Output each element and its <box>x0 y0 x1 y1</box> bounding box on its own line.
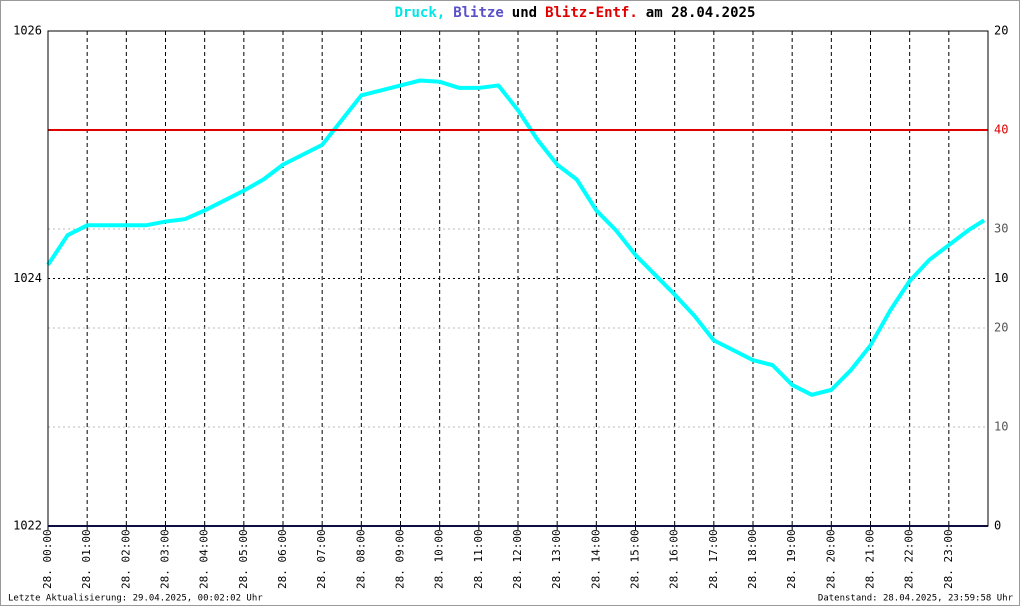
x-tick-label: 28. 00:00 <box>41 529 54 589</box>
x-tick-label: 28. 22:00 <box>903 529 916 589</box>
x-tick-label: 28. 07:00 <box>315 529 328 589</box>
y2-tick-label: 10 <box>994 271 1008 285</box>
y3-tick-label: 40 <box>994 123 1008 137</box>
x-tick-label: 28. 05:00 <box>237 529 250 589</box>
x-tick-label: 28. 08:00 <box>354 529 367 589</box>
x-tick-label: 28. 16:00 <box>668 529 681 589</box>
x-tick-label: 28. 20:00 <box>824 529 837 589</box>
x-tick-label: 28. 02:00 <box>119 529 132 589</box>
x-tick-label: 28. 09:00 <box>394 529 407 589</box>
y-tick-label: 1026 <box>13 24 42 38</box>
plot-border <box>47 30 989 527</box>
footer-right: Datenstand: 28.04.2025, 23:59:58 Uhr <box>818 594 1014 604</box>
x-tick-label: 28. 04:00 <box>198 529 211 589</box>
x-tick-label: 28. 01:00 <box>80 529 93 589</box>
x-tick-label: 28. 17:00 <box>707 529 720 589</box>
x-tick-label: 28. 11:00 <box>472 529 485 589</box>
y3-tick-label: 30 <box>994 222 1008 236</box>
x-tick-label: 28. 19:00 <box>785 529 798 589</box>
title-part: Blitz-Entf. <box>545 5 638 21</box>
y3-tick-label: 20 <box>994 321 1008 335</box>
chart-title: Druck, Blitze und Blitz-Entf. am 28.04.2025 <box>395 5 756 21</box>
x-tick-label: 28. 13:00 <box>550 529 563 589</box>
x-tick-label: 28. 12:00 <box>511 529 524 589</box>
y2-tick-label: 20 <box>994 24 1008 38</box>
footer-left: Letzte Aktualisierung: 29.04.2025, 00:02… <box>8 594 263 604</box>
x-tick-label: 28. 14:00 <box>589 529 602 589</box>
x-tick-label: 28. 10:00 <box>433 529 446 589</box>
y2-tick-label: 0 <box>994 519 1001 533</box>
title-part: Blitze <box>453 5 504 21</box>
x-tick-label: 28. 23:00 <box>942 529 955 589</box>
title-part: Druck, <box>395 5 446 21</box>
title-part: am 28.04.2025 <box>646 5 756 21</box>
x-tick-label: 28. 15:00 <box>629 529 642 589</box>
series-line <box>46 78 986 397</box>
title-part: und <box>512 5 537 21</box>
y-tick-label: 1024 <box>13 271 42 285</box>
y3-tick-label: 10 <box>994 420 1008 434</box>
x-tick-label: 28. 03:00 <box>159 529 172 589</box>
x-tick-label: 28. 18:00 <box>746 529 759 589</box>
y-tick-label: 1022 <box>13 519 42 533</box>
x-tick-label: 28. 21:00 <box>864 529 877 589</box>
x-tick-label: 28. 06:00 <box>276 529 289 589</box>
